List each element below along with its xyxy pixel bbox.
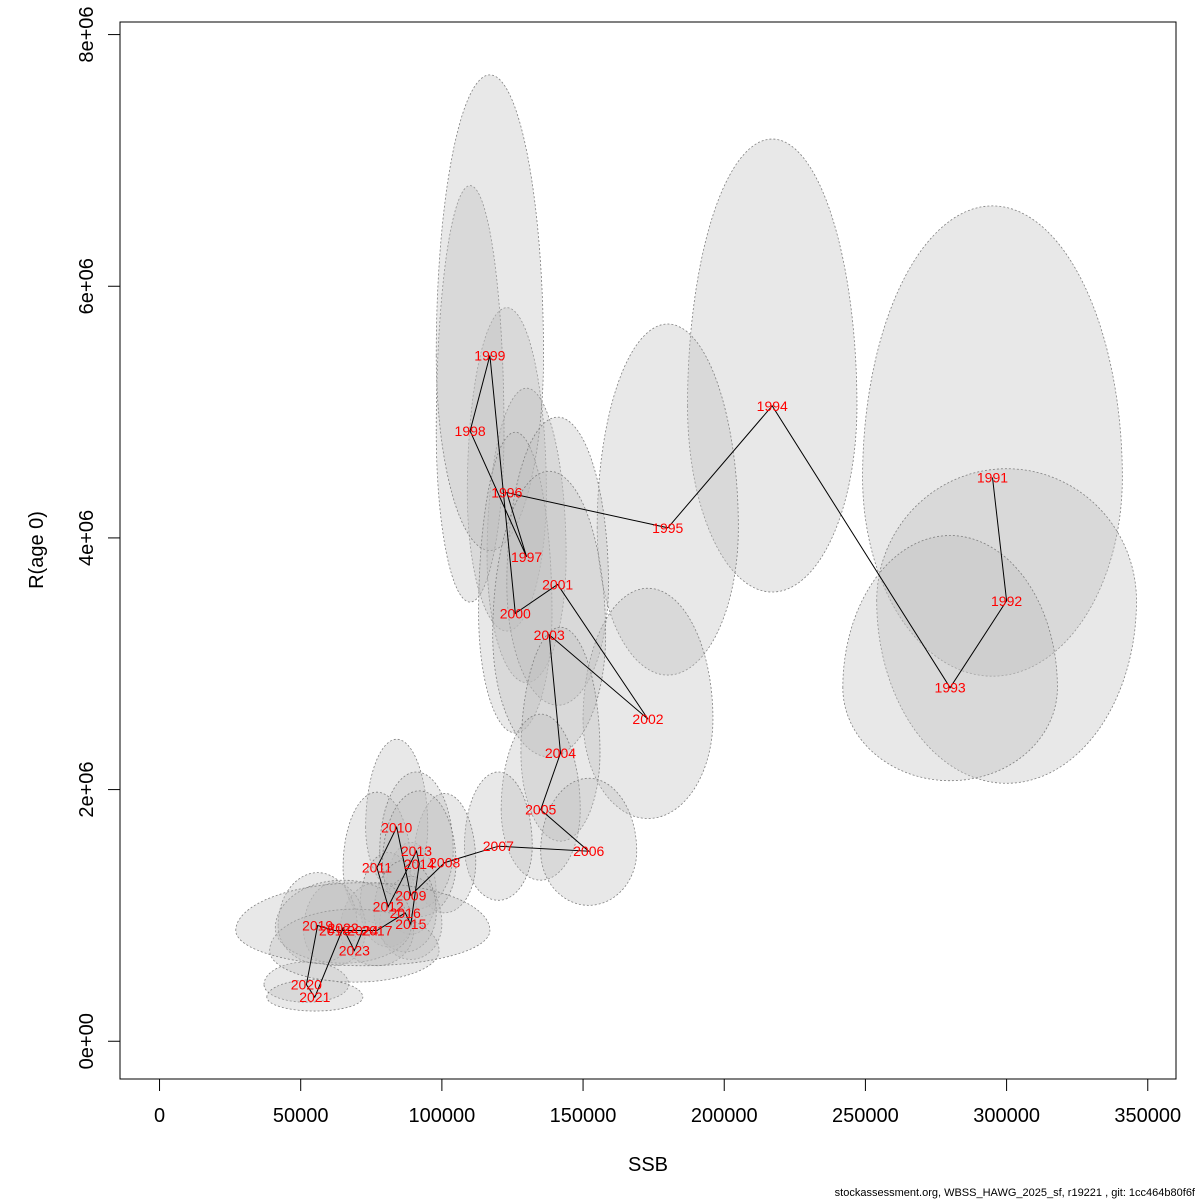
recruitment-trajectory-line bbox=[305, 355, 1008, 999]
point-label-2016: 2016 bbox=[390, 905, 421, 921]
y-tick-label: 8e+06 bbox=[76, 6, 98, 62]
point-label-2013: 2013 bbox=[401, 843, 432, 859]
point-label-2002: 2002 bbox=[632, 711, 663, 727]
uncertainty-ellipses bbox=[235, 74, 1137, 1012]
point-label-2000: 2000 bbox=[500, 605, 531, 621]
ellipse-2013 bbox=[379, 771, 454, 910]
x-axis: 0 50000 100000 150000 200000 250000 300000 3500… bbox=[154, 1078, 1181, 1127]
ellipse-2015 bbox=[379, 876, 443, 960]
point-label-2023: 2023 bbox=[339, 943, 370, 959]
ellipse-2019 bbox=[277, 872, 358, 964]
ellipse-2024 bbox=[235, 882, 491, 967]
point-label-2010: 2010 bbox=[381, 819, 412, 835]
x-tick-label: 150000 bbox=[550, 1105, 617, 1127]
ellipse-1994 bbox=[687, 138, 858, 593]
point-label-2001: 2001 bbox=[542, 576, 573, 592]
point-label-2012: 2012 bbox=[373, 899, 404, 915]
point-label-2022: 2022 bbox=[327, 920, 358, 936]
x-tick-label: 300000 bbox=[973, 1105, 1040, 1127]
ellipse-2004 bbox=[520, 626, 601, 842]
point-label-1998: 1998 bbox=[455, 423, 486, 439]
x-tick-label: 250000 bbox=[832, 1105, 899, 1127]
ellipse-2002 bbox=[582, 588, 714, 819]
point-label-1999: 1999 bbox=[474, 347, 505, 363]
footer-credit: stockassessment.org, WBSS_HAWG_2025_sf, … bbox=[835, 1187, 1196, 1199]
point-label-2014: 2014 bbox=[404, 856, 435, 872]
point-label-1997: 1997 bbox=[511, 549, 542, 565]
ellipse-1992 bbox=[876, 468, 1137, 784]
ellipse-2008 bbox=[413, 792, 477, 914]
ellipse-2016 bbox=[373, 859, 437, 953]
ellipse-2023 bbox=[269, 908, 440, 983]
point-label-2008: 2008 bbox=[429, 855, 460, 871]
ellipse-2009 bbox=[385, 842, 437, 935]
y-tick-label: 6e+06 bbox=[76, 258, 98, 314]
point-label-2018: 2018 bbox=[319, 923, 350, 939]
ellipse-1995 bbox=[596, 323, 739, 676]
y-axis: 0e+00 2e+06 4e+06 6e+06 8e+06 bbox=[76, 6, 121, 1069]
ellipse-2007 bbox=[464, 772, 533, 901]
x-axis-title: SSB bbox=[628, 1154, 668, 1176]
point-label-1996: 1996 bbox=[491, 485, 522, 501]
point-label-2003: 2003 bbox=[534, 627, 565, 643]
point-label-2006: 2006 bbox=[573, 843, 604, 859]
ellipse-2005 bbox=[500, 713, 581, 881]
ellipse-2022 bbox=[274, 879, 412, 964]
year-labels: 1991 1992 1993 1994 1995 1996 1997 1998 1999 2000… bbox=[291, 347, 1023, 1005]
ellipse-2001 bbox=[506, 416, 609, 706]
point-label-2020: 2020 bbox=[291, 977, 322, 993]
x-tick-label: 350000 bbox=[1114, 1105, 1181, 1127]
ellipse-2012 bbox=[359, 852, 417, 948]
y-tick-label: 2e+06 bbox=[76, 761, 98, 817]
point-label-2007: 2007 bbox=[483, 838, 514, 854]
point-label-2017: 2017 bbox=[361, 923, 392, 939]
y-tick-label: 0e+00 bbox=[76, 1013, 98, 1069]
ellipse-2010 bbox=[365, 738, 429, 891]
ellipse-2021 bbox=[266, 979, 364, 1012]
x-tick-label: 0 bbox=[154, 1105, 165, 1127]
point-label-1995: 1995 bbox=[652, 520, 683, 536]
ellipse-2017 bbox=[339, 882, 415, 967]
point-label-2009: 2009 bbox=[395, 887, 426, 903]
ellipse-1998 bbox=[435, 185, 505, 603]
point-label-2004: 2004 bbox=[545, 745, 576, 761]
point-label-2005: 2005 bbox=[525, 802, 556, 818]
point-label-1993: 1993 bbox=[935, 680, 966, 696]
y-tick-label: 4e+06 bbox=[76, 510, 98, 566]
x-tick-label: 50000 bbox=[273, 1105, 329, 1127]
point-label-2015: 2015 bbox=[395, 916, 426, 932]
point-label-2019: 2019 bbox=[302, 917, 333, 933]
point-label-1994: 1994 bbox=[757, 398, 788, 414]
point-label-2011: 2011 bbox=[362, 860, 392, 876]
ellipse-2018 bbox=[303, 882, 367, 967]
x-tick-label: 100000 bbox=[409, 1105, 476, 1127]
point-label-1992: 1992 bbox=[991, 593, 1022, 609]
ellipse-1999 bbox=[435, 74, 544, 551]
x-tick-label: 200000 bbox=[691, 1105, 758, 1127]
point-label-2021: 2021 bbox=[299, 989, 330, 1005]
ellipse-2006 bbox=[540, 777, 638, 906]
y-axis-title: R(age 0) bbox=[26, 511, 48, 589]
point-label-1991: 1991 bbox=[977, 470, 1008, 486]
ellipse-2000 bbox=[478, 431, 553, 734]
ellipse-1991 bbox=[862, 206, 1123, 676]
ellipse-1997 bbox=[486, 387, 567, 683]
point-label-2024: 2024 bbox=[347, 923, 378, 939]
ellipse-1993 bbox=[842, 535, 1058, 781]
ellipse-2003 bbox=[492, 471, 607, 758]
ellipse-2014 bbox=[382, 790, 457, 918]
